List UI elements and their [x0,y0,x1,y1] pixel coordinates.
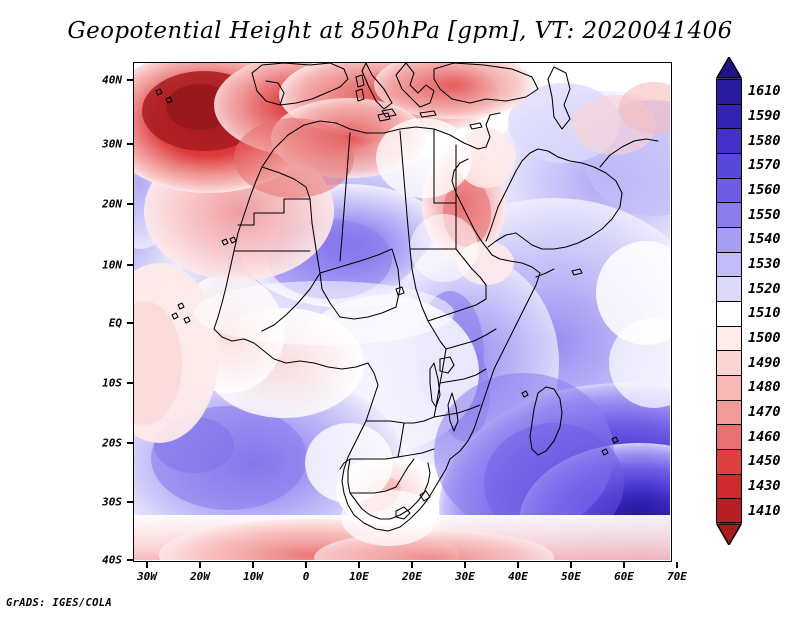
colorbar-swatch [716,449,742,474]
map-plot-area [133,62,672,562]
x-tick-label: 10W [243,570,263,583]
x-tick-label: 10E [349,570,369,583]
x-tick-label: 60E [614,570,634,583]
x-tick-label: 30W [137,570,157,583]
y-tick-mark [127,501,133,503]
y-tick-label: 40N [102,73,122,87]
x-tick-label: 50E [561,570,581,583]
colorbar-swatch [716,227,742,252]
y-tick-mark [127,442,133,444]
x-tick-mark [676,562,678,568]
colorbar-tick-label: 1610 [748,83,781,100]
colorbar-tick-label: 1550 [748,206,781,223]
colorbar-tick-label: 1480 [748,379,781,396]
colorbar-swatch [716,79,742,104]
credit-text: GrADS: IGES/COLA [6,597,112,609]
x-tick-label: 30E [455,570,475,583]
colorbar-swatch [716,473,742,499]
y-tick-label: 20S [102,436,122,450]
contour-field [134,63,670,560]
y-tick-mark [127,382,133,384]
colorbar-tick-label: 1530 [748,256,781,272]
x-tick-mark [146,562,148,568]
colorbar-tick-label: 1540 [748,231,781,248]
y-tick-mark [127,264,133,266]
y-tick-mark [127,143,133,145]
colorbar-swatch [716,498,742,523]
x-tick-mark [305,562,307,568]
colorbar-tick-label: 1410 [748,502,781,519]
x-tick-mark [570,562,572,568]
x-tick-mark [411,562,413,568]
y-tick-mark [127,79,133,81]
colorbar-tick-label: 1520 [748,280,781,297]
colorbar-swatch [716,103,742,129]
colorbar-swatch [716,251,742,277]
x-tick-mark [199,562,201,568]
colorbar [716,57,742,545]
y-tick-label: EQ [108,316,122,330]
x-tick-mark [464,562,466,568]
x-tick-label: 40E [508,570,528,583]
x-tick-mark [358,562,360,568]
colorbar-tick-label: 1560 [748,182,781,198]
colorbar-swatch [716,375,742,400]
x-tick-label: 0 [302,570,310,583]
colorbar-swatch [716,325,742,351]
colorbar-swatch [716,424,742,449]
x-tick-label: 20W [190,570,210,583]
colorbar-tick-label: 1590 [748,108,781,124]
colorbar-bottom-arrow [716,523,742,545]
x-tick-mark [252,562,254,568]
y-tick-label: 30S [102,495,122,509]
colorbar-swatch [716,276,742,301]
colorbar-swatch [716,153,742,178]
y-tick-label: 30N [102,137,122,151]
colorbar-tick-label: 1470 [748,404,781,420]
y-tick-mark [127,322,133,324]
y-tick-mark [127,203,133,205]
x-tick-mark [623,562,625,568]
colorbar-tick-label: 1450 [748,453,781,470]
colorbar-swatch [716,301,742,326]
colorbar-swatch [716,350,742,375]
colorbar-swatch [716,202,742,227]
coastline-layer [155,63,659,532]
y-tick-label: 10S [102,376,122,390]
colorbar-tick-label: 1510 [748,305,781,322]
y-tick-label: 40S [102,553,122,567]
colorbar-tick-label: 1580 [748,132,781,149]
page-title: Geopotential Height at 850hPa [gpm], VT:… [67,18,733,44]
y-tick-mark [127,559,133,561]
colorbar-tick-label: 1460 [748,428,781,445]
colorbar-swatch [716,177,742,203]
colorbar-top-arrow [716,57,742,79]
colorbar-tick-label: 1570 [748,157,781,174]
x-tick-label: 70E [667,570,687,583]
x-tick-mark [517,562,519,568]
x-tick-label: 20E [402,570,422,583]
colorbar-swatch [716,399,742,425]
colorbar-tick-label: 1500 [748,330,781,346]
colorbar-tick-label: 1430 [748,478,781,494]
colorbar-swatch [716,128,742,153]
y-tick-label: 10N [102,258,122,272]
colorbar-tick-label: 1490 [748,354,781,371]
y-tick-label: 20N [102,197,122,211]
